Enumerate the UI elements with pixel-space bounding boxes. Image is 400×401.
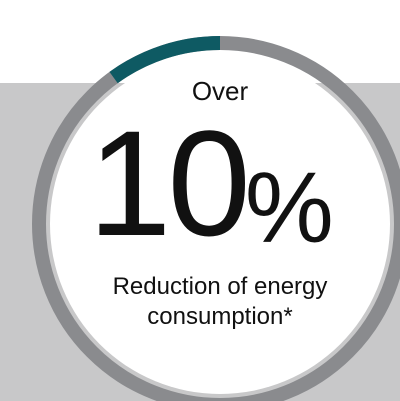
ring-fill-segment [109,36,221,84]
stat-value-group: 10% [88,108,368,258]
stat-caption: Reduction of energy consumption* [0,272,400,332]
ring-inner-disc [50,54,390,394]
stat-unit: % [244,152,334,264]
stat-caption-line-2: consumption* [147,303,293,330]
stat-value: 10 [88,99,251,267]
stat-prefix: Over [191,76,249,106]
stat-caption-line-1: Reduction of energy [112,273,328,300]
